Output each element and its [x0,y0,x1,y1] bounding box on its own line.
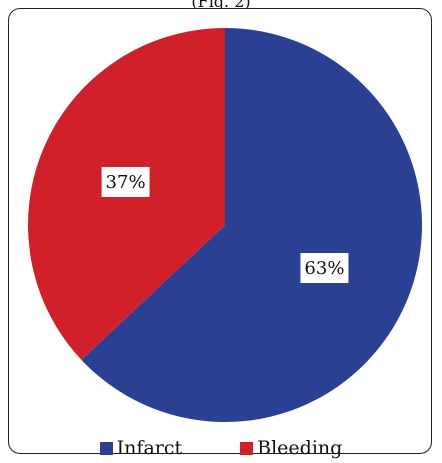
legend-label-infarct: Infarct [116,437,183,459]
legend-swatch-bleeding [240,441,254,455]
pie-slice-infarct [81,28,422,422]
legend-item-bleeding: Bleeding [240,437,342,459]
data-label-text: 37% [106,172,146,193]
data-label-bleeding: 37% [101,166,150,197]
data-label-box [300,253,349,284]
chart-legend: Infarct Bleeding [0,436,442,460]
data-label-text: 63% [304,258,344,279]
legend-item-infarct: Infarct [99,437,183,459]
legend-swatch-infarct [99,441,113,455]
data-label-infarct: 63% [300,253,349,284]
data-label-box [101,166,150,197]
figure-caption: (Fig. 2) [191,0,251,11]
legend-label-bleeding: Bleeding [257,437,343,459]
